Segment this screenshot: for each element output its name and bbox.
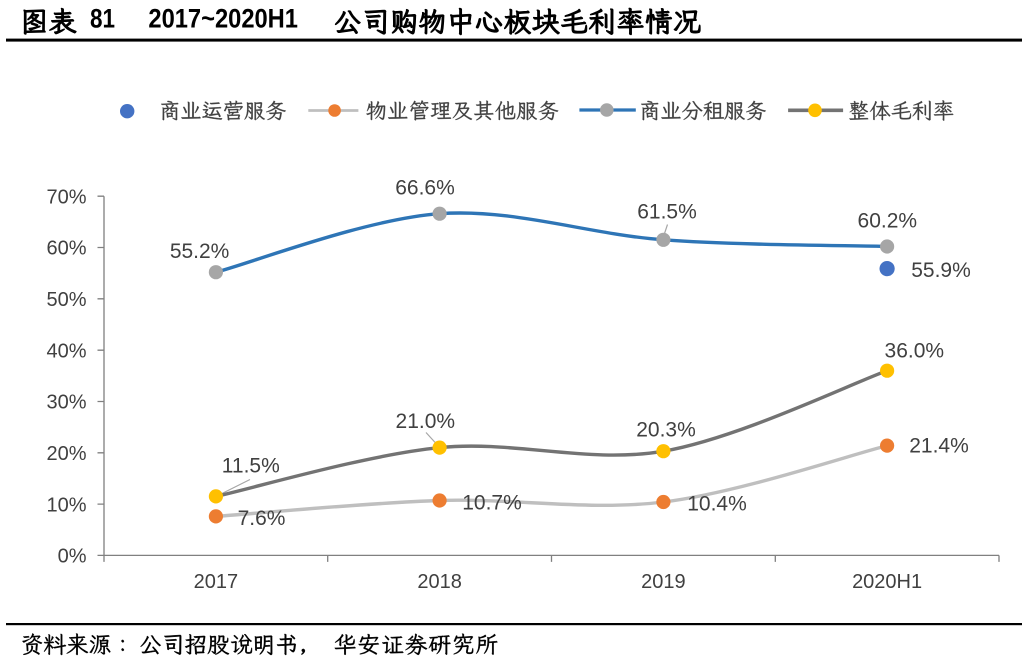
svg-text:50%: 50% [46,289,86,311]
svg-text:21.0%: 21.0% [396,410,456,433]
svg-text:11.5%: 11.5% [222,455,280,478]
svg-text:2020H1: 2020H1 [852,571,922,593]
svg-text:60.2%: 60.2% [858,210,918,233]
svg-text:2019: 2019 [641,571,686,593]
svg-text:2017~2020H1: 2017~2020H1 [148,3,298,33]
svg-text:20%: 20% [46,443,86,465]
svg-text:10.7%: 10.7% [462,492,522,515]
svg-text:55.9%: 55.9% [911,259,971,282]
svg-text:20.3%: 20.3% [636,419,696,442]
svg-text:21.4%: 21.4% [909,435,969,458]
svg-text:2017: 2017 [194,571,239,593]
svg-text:61.5%: 61.5% [637,201,697,224]
svg-text:10%: 10% [46,494,86,516]
svg-text:36.0%: 36.0% [885,340,945,363]
svg-text:40%: 40% [46,340,86,362]
svg-text:66.6%: 66.6% [395,176,455,199]
svg-text:55.2%: 55.2% [170,240,230,263]
svg-text:2018: 2018 [417,571,462,593]
svg-text:60%: 60% [46,238,86,260]
svg-text:70%: 70% [46,186,86,208]
svg-text:10.4%: 10.4% [687,493,747,516]
svg-text:7.6%: 7.6% [238,507,286,530]
svg-text:30%: 30% [46,392,86,414]
svg-text:0%: 0% [58,546,87,568]
svg-text:81: 81 [90,3,115,33]
